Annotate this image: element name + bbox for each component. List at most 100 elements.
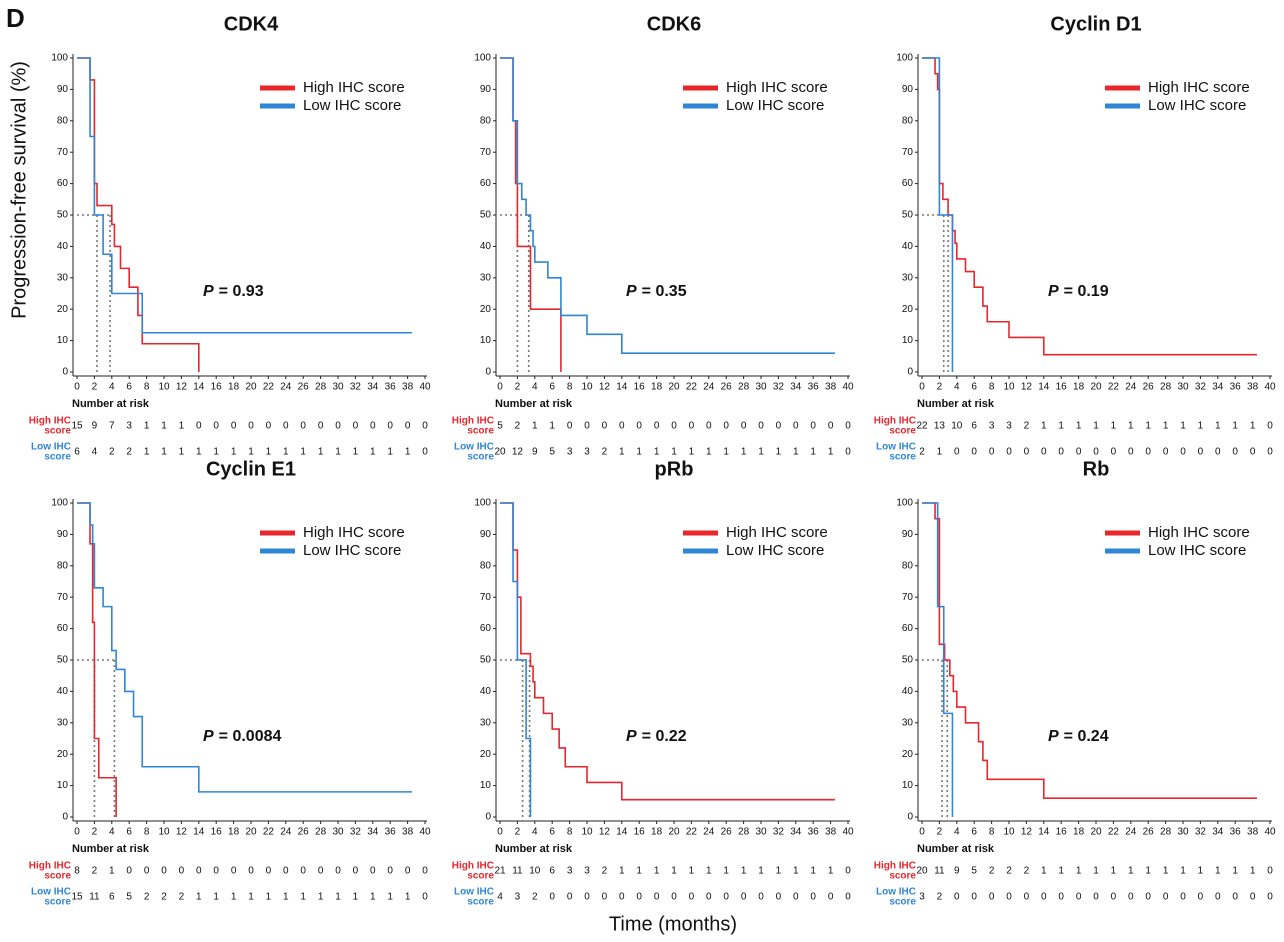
risk-value: 3 — [919, 892, 925, 903]
chart-title: Cyclin E1 — [206, 458, 296, 480]
risk-value: 5 — [497, 421, 503, 432]
risk-value: 1 — [370, 892, 376, 903]
risk-value: 0 — [723, 421, 729, 432]
risk-value: 1 — [1076, 866, 1082, 877]
y-tick-label: 30 — [902, 717, 914, 728]
x-tick-label: 2 — [92, 827, 98, 838]
x-tick-label: 32 — [350, 382, 362, 393]
legend-label: High IHC score — [303, 79, 405, 96]
risk-value: 0 — [671, 892, 677, 903]
risk-value: 0 — [1111, 447, 1117, 458]
risk-value: 0 — [370, 866, 376, 877]
risk-value: 0 — [248, 421, 254, 432]
x-tick-label: 12 — [1021, 827, 1033, 838]
risk-value: 0 — [954, 892, 960, 903]
x-tick-label: 16 — [211, 382, 223, 393]
risk-value: 1 — [619, 866, 625, 877]
y-tick-label: 90 — [902, 84, 914, 95]
risk-row-label: High IHC — [29, 861, 71, 872]
risk-value: 1 — [758, 866, 764, 877]
y-tick-label: 80 — [57, 115, 69, 126]
y-tick-label: 40 — [902, 241, 914, 252]
risk-value: 0 — [810, 421, 816, 432]
x-tick-label: 34 — [790, 382, 802, 393]
risk-value: 1 — [1041, 421, 1047, 432]
risk-value: 0 — [1232, 892, 1238, 903]
risk-value: 1 — [283, 892, 289, 903]
p-symbol: P — [626, 283, 637, 300]
risk-value: 2 — [602, 866, 608, 877]
risk-value: 5 — [971, 866, 977, 877]
x-tick-label: 18 — [651, 827, 663, 838]
y-tick-label: 80 — [902, 115, 914, 126]
x-tick-label: 6 — [971, 827, 977, 838]
survival-curve — [77, 57, 200, 372]
risk-value: 1 — [318, 892, 324, 903]
x-tick-label: 2 — [515, 827, 521, 838]
legend-label: Low IHC score — [1148, 542, 1246, 559]
x-tick-label: 40 — [419, 827, 431, 838]
risk-row-label: score — [889, 897, 916, 908]
risk-value: 22 — [916, 421, 928, 432]
x-tick-label: 32 — [1195, 382, 1207, 393]
risk-value: 1 — [1128, 421, 1134, 432]
risk-row-label: Low IHC — [876, 887, 916, 898]
risk-value: 1 — [776, 447, 782, 458]
risk-value: 1 — [144, 421, 150, 432]
risk-value: 3 — [584, 866, 590, 877]
x-tick-label: 34 — [1212, 382, 1224, 393]
x-tick-label: 38 — [825, 382, 837, 393]
risk-value: 1 — [1180, 866, 1186, 877]
risk-value: 1 — [619, 447, 625, 458]
legend-label: Low IHC score — [303, 542, 401, 559]
x-tick-label: 34 — [1212, 827, 1224, 838]
risk-value: 0 — [1145, 892, 1151, 903]
risk-value: 1 — [532, 421, 538, 432]
risk-value: 0 — [602, 421, 608, 432]
survival-curve — [77, 502, 117, 817]
x-tick-label: 14 — [1038, 827, 1050, 838]
p-value: P = 0.0084 — [203, 728, 282, 745]
risk-value: 7 — [109, 421, 115, 432]
x-tick-label: 16 — [211, 827, 223, 838]
risk-value: 2 — [161, 892, 167, 903]
x-tick-label: 8 — [144, 827, 150, 838]
risk-value: 1 — [1111, 866, 1117, 877]
risk-value: 0 — [1006, 447, 1012, 458]
risk-value: 1 — [828, 447, 834, 458]
x-tick-label: 26 — [721, 382, 733, 393]
x-tick-label: 10 — [581, 827, 593, 838]
risk-row-label: Low IHC — [876, 442, 916, 453]
y-tick-label: 90 — [57, 84, 69, 95]
risk-value: 1 — [248, 892, 254, 903]
x-tick-label: 20 — [245, 827, 257, 838]
risk-row-label: score — [44, 452, 71, 463]
risk-value: 5 — [549, 447, 555, 458]
risk-value: 1 — [741, 447, 747, 458]
risk-value: 0 — [387, 421, 393, 432]
risk-value: 0 — [1180, 447, 1186, 458]
risk-value: 0 — [1006, 892, 1012, 903]
risk-value: 1 — [671, 866, 677, 877]
x-tick-label: 24 — [1125, 827, 1137, 838]
x-tick-label: 36 — [1230, 827, 1242, 838]
risk-value: 6 — [74, 447, 80, 458]
p-text: = 0.22 — [642, 728, 687, 745]
risk-value: 1 — [1163, 866, 1169, 877]
risk-value: 0 — [567, 892, 573, 903]
risk-value: 1 — [654, 447, 660, 458]
risk-value: 1 — [1163, 421, 1169, 432]
x-tick-label: 40 — [842, 382, 854, 393]
x-tick-label: 22 — [263, 382, 275, 393]
risk-value: 0 — [422, 892, 428, 903]
x-tick-label: 0 — [497, 827, 503, 838]
risk-value: 0 — [741, 421, 747, 432]
risk-value: 1 — [179, 421, 185, 432]
risk-row-label: Low IHC — [454, 887, 494, 898]
risk-value: 0 — [567, 421, 573, 432]
risk-value: 0 — [845, 892, 851, 903]
y-tick-label: 70 — [480, 147, 492, 158]
risk-value: 0 — [1267, 866, 1273, 877]
x-tick-label: 30 — [1177, 382, 1189, 393]
risk-value: 1 — [248, 447, 254, 458]
